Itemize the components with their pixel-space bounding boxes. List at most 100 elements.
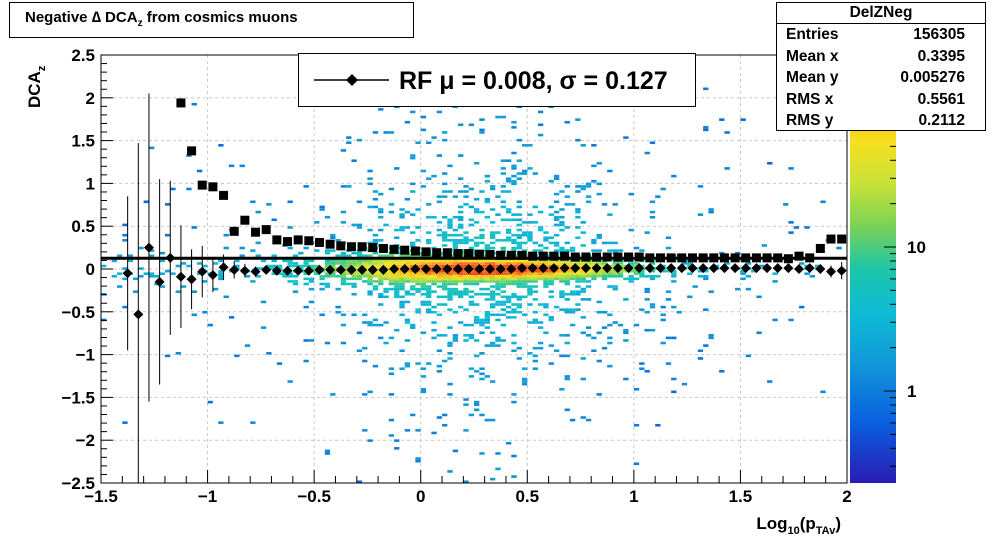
heatmap-cell bbox=[479, 262, 485, 265]
heatmap-cell bbox=[479, 372, 485, 376]
rms-point bbox=[187, 146, 197, 156]
heatmap-cell bbox=[665, 298, 672, 301]
heatmap-cell bbox=[394, 282, 400, 286]
heatmap-cell bbox=[527, 272, 533, 275]
heatmap-cell bbox=[772, 272, 778, 275]
heatmap-cell bbox=[319, 208, 325, 211]
rms-point bbox=[240, 215, 250, 225]
heatmap-cell bbox=[378, 192, 384, 196]
heatmap-cell bbox=[585, 285, 592, 288]
heatmap-cell bbox=[532, 249, 538, 252]
heatmap-cell bbox=[580, 187, 586, 191]
heatmap-cell bbox=[505, 316, 512, 319]
heatmap-cell bbox=[330, 262, 336, 265]
heatmap-cell bbox=[431, 336, 437, 340]
heatmap-cell bbox=[346, 141, 352, 145]
heatmap-cell bbox=[426, 277, 432, 281]
heatmap-cell bbox=[436, 370, 443, 373]
heatmap-cell bbox=[362, 313, 368, 317]
mean-point bbox=[740, 263, 751, 274]
rms-point bbox=[474, 249, 484, 259]
heatmap-cell bbox=[708, 290, 714, 293]
heatmap-cell bbox=[367, 254, 373, 258]
heatmap-cell bbox=[186, 154, 192, 157]
y-tick-label: 0.5 bbox=[71, 217, 95, 236]
heatmap-cell bbox=[404, 259, 411, 263]
heatmap-cell bbox=[410, 154, 416, 157]
heatmap-cell bbox=[447, 282, 453, 286]
heatmap-cell bbox=[575, 118, 581, 121]
heatmap-cell bbox=[410, 110, 416, 114]
heatmap-cell bbox=[628, 277, 634, 281]
heatmap-cell bbox=[346, 136, 352, 139]
heatmap-cell bbox=[351, 264, 357, 268]
heatmap-cell bbox=[447, 264, 453, 268]
heatmap-cell bbox=[308, 259, 315, 263]
heatmap-cell bbox=[564, 120, 570, 124]
heatmap-cell bbox=[426, 259, 432, 263]
heatmap-cell bbox=[319, 282, 325, 286]
heatmap-cell bbox=[458, 233, 464, 237]
heatmap-cell bbox=[484, 292, 490, 296]
heatmap-cell bbox=[708, 210, 714, 214]
heatmap-cell bbox=[442, 264, 448, 268]
heatmap-cell bbox=[553, 218, 560, 222]
heatmap-cell bbox=[191, 226, 197, 229]
heatmap-cell bbox=[489, 344, 496, 347]
heatmap-cell bbox=[468, 274, 474, 278]
heatmap-cell bbox=[394, 259, 400, 263]
heatmap-cell bbox=[340, 313, 347, 317]
heatmap-cell bbox=[516, 200, 522, 204]
heatmap-cell bbox=[505, 264, 512, 268]
heatmap-cell bbox=[559, 208, 565, 211]
rms-point bbox=[336, 241, 346, 251]
heatmap-cell bbox=[724, 167, 730, 170]
heatmap-cell bbox=[340, 280, 347, 283]
heatmap-cell bbox=[452, 272, 459, 275]
mean-point bbox=[239, 265, 250, 276]
heatmap-cell bbox=[553, 192, 560, 196]
heatmap-cell bbox=[159, 251, 165, 255]
heatmap-cell bbox=[548, 259, 554, 263]
mean-point bbox=[634, 263, 645, 274]
heatmap-cell bbox=[489, 295, 496, 299]
mean-point bbox=[719, 263, 730, 274]
mean-point bbox=[463, 264, 474, 274]
heatmap-cell bbox=[516, 310, 522, 314]
heatmap-cell bbox=[463, 323, 469, 327]
x-tick-label: 0 bbox=[416, 487, 425, 506]
heatmap-cell bbox=[543, 313, 549, 317]
mean-point bbox=[314, 264, 325, 275]
heatmap-cell bbox=[511, 218, 517, 222]
heatmap-cell bbox=[484, 264, 490, 268]
heatmap-cell bbox=[511, 341, 517, 345]
heatmap-cell bbox=[436, 303, 443, 306]
heatmap-cell bbox=[521, 233, 528, 237]
heatmap-cell bbox=[564, 241, 570, 245]
heatmap-cell bbox=[287, 272, 293, 275]
heatmap-cell bbox=[271, 272, 277, 275]
mean-point bbox=[165, 252, 176, 263]
heatmap-cell bbox=[511, 310, 517, 314]
heatmap-cell bbox=[511, 272, 517, 275]
mean-point bbox=[474, 264, 485, 274]
heatmap-cell bbox=[340, 274, 347, 278]
heatmap-cell bbox=[436, 272, 443, 275]
heatmap-cell bbox=[394, 285, 400, 288]
heatmap-cell bbox=[474, 277, 480, 281]
heatmap-cell bbox=[356, 259, 363, 263]
heatmap-cell bbox=[394, 328, 400, 332]
heatmap-cell bbox=[532, 354, 538, 358]
heatmap-cell bbox=[463, 272, 469, 275]
heatmap-cell bbox=[324, 272, 331, 275]
heatmap-cell bbox=[575, 190, 581, 193]
heatmap-cell bbox=[410, 156, 416, 160]
heatmap-cell bbox=[489, 185, 496, 188]
heatmap-cell bbox=[431, 174, 437, 178]
heatmap-cell bbox=[378, 210, 384, 214]
heatmap-cell bbox=[378, 215, 384, 219]
heatmap-cell bbox=[495, 339, 501, 342]
heatmap-cell bbox=[745, 354, 752, 358]
heatmap-cell bbox=[191, 102, 197, 106]
heatmap-cell bbox=[591, 239, 597, 242]
